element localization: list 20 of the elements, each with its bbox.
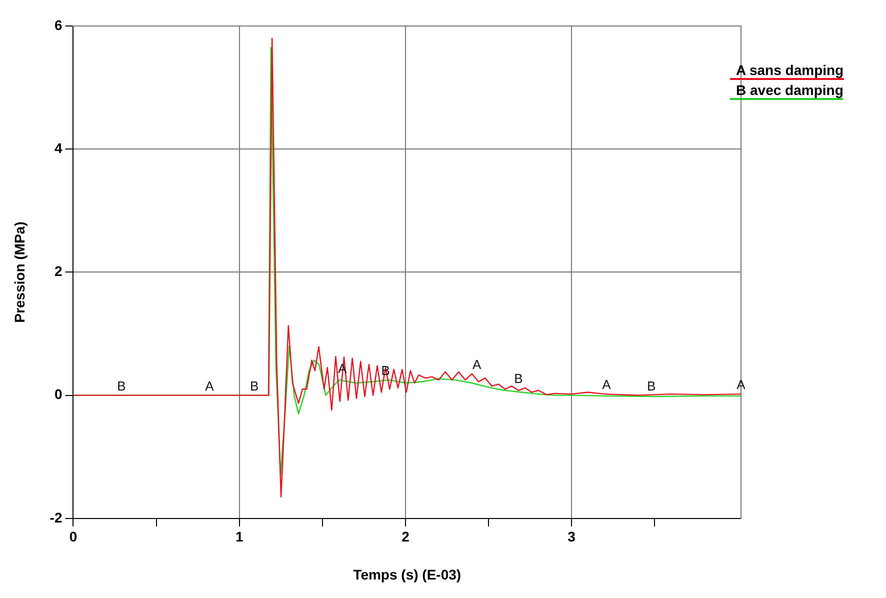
text: B avec damping: [730, 82, 844, 100]
y-tick-label: 6: [54, 16, 62, 33]
x-tick-label: 2: [402, 528, 410, 545]
annotation: B: [646, 378, 656, 394]
x-axis-title: Temps (s) (E-03): [353, 566, 462, 582]
x-tick-label: 3: [568, 528, 576, 545]
annotation: B: [514, 370, 523, 386]
annotation: A: [205, 378, 214, 394]
y-axis-title: Pression (MPa): [11, 222, 28, 323]
x-tick-label: 1: [235, 528, 244, 545]
text: A sans damping: [730, 62, 844, 80]
x-tick-label: 0: [69, 528, 78, 545]
y-tick-label: 0: [54, 386, 62, 402]
annotation: A: [602, 377, 612, 392]
y-tick-label: 4: [54, 140, 62, 156]
y-tick-label: -2: [50, 509, 62, 526]
y-tick-label: 2: [54, 263, 62, 280]
annotation: B: [117, 378, 126, 394]
annotation: B: [250, 378, 259, 394]
annotation: A: [472, 356, 482, 372]
